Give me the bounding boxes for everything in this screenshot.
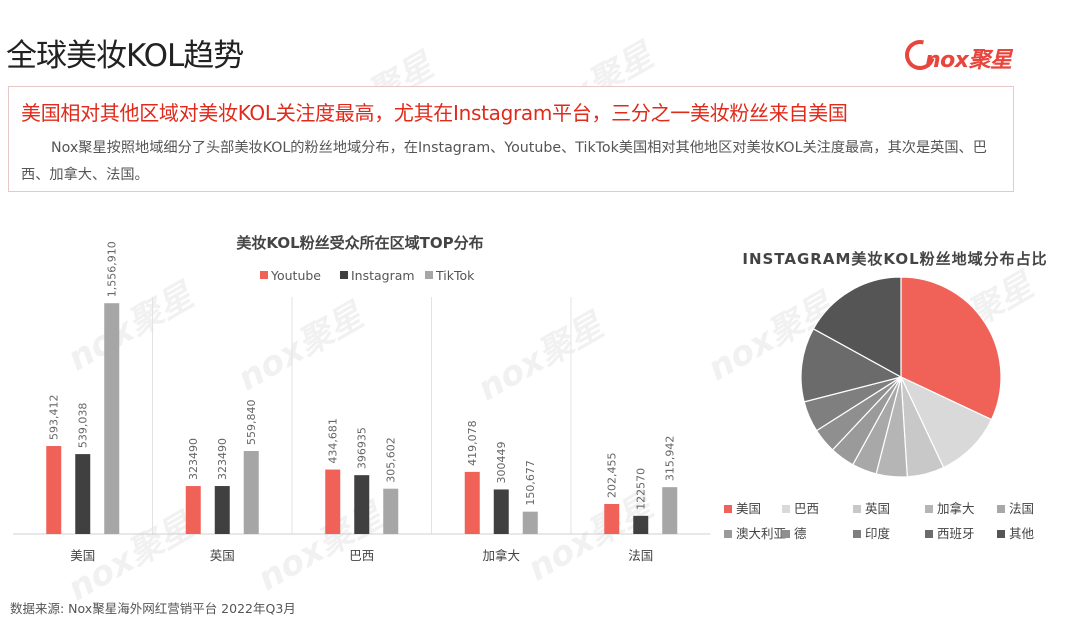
legend-swatch-tiktok — [425, 271, 433, 279]
pie-legend-swatch — [997, 505, 1005, 513]
pie-legend-label: 西班牙 — [937, 526, 975, 541]
bar-youtube — [604, 503, 620, 534]
category-label: 法国 — [628, 548, 653, 563]
bar-instagram — [493, 489, 509, 534]
data-label: 315,942 — [664, 436, 677, 482]
pie-legend-label: 法国 — [1009, 501, 1034, 516]
bar-youtube — [46, 446, 62, 534]
data-label: 539,038 — [77, 403, 90, 449]
pie-chart: INSTAGRAM美妆KOL粉丝地域分布占比美国 巴西 英国 加拿大 法国澳大利亚德 印度… — [724, 250, 1047, 541]
legend-swatch-instagram — [340, 271, 348, 279]
bar-youtube — [185, 486, 201, 534]
bar-chart-title: 美妆KOL粉丝受众所在区域TOP分布 — [236, 234, 483, 252]
info-box: 美国相对其他区域对美妆KOL关注度最高，尤其在Instagram平台，三分之一美… — [8, 86, 1014, 192]
legend-label-youtube: Youtube — [270, 268, 321, 283]
category-label: 英国 — [210, 548, 235, 563]
category-label: 巴西 — [349, 548, 374, 563]
data-label: 323490 — [187, 438, 200, 480]
pie-legend-swatch — [724, 530, 732, 538]
logo-text: nox聚星 — [925, 48, 1012, 73]
pie-legend-label: 德 — [794, 526, 807, 541]
data-label: 419,078 — [466, 420, 479, 466]
pie-legend-label: 其他 — [1009, 526, 1035, 541]
pie-slice — [800, 328, 903, 403]
headline: 美国相对其他区域对美妆KOL关注度最高，尤其在Instagram平台，三分之一美… — [21, 101, 848, 125]
bar-instagram — [75, 454, 91, 534]
data-label: 300449 — [495, 441, 508, 483]
bar-youtube — [464, 471, 480, 534]
legend-swatch-youtube — [260, 271, 268, 279]
page-title: 全球美妆KOL趋势 — [6, 38, 244, 74]
pie-legend-swatch — [925, 530, 933, 538]
legend-label-instagram: Instagram — [351, 268, 415, 283]
pie-slice — [812, 276, 902, 379]
data-label: 434,681 — [327, 418, 340, 464]
category-label: 美国 — [70, 548, 95, 563]
pie-legend-label: 美国 — [736, 501, 761, 516]
data-label: 593,412 — [48, 395, 61, 441]
pie-slice — [899, 375, 993, 469]
bar-tiktok — [383, 488, 399, 534]
bar-tiktok — [662, 487, 678, 534]
bar-instagram — [633, 515, 649, 534]
bar-instagram — [354, 475, 370, 534]
pie-legend-label: 印度 — [865, 526, 891, 541]
bar-tiktok — [104, 303, 120, 534]
brand-logo: nox聚星 — [899, 34, 1025, 76]
source-note: 数据来源: Nox聚星海外网红营销平台 2022年Q3月 — [10, 601, 296, 616]
bar-chart: 美妆KOL粉丝受众所在区域TOP分布 Youtube Instagram TikTok… — [13, 234, 711, 563]
category-label: 加拿大 — [482, 548, 520, 563]
bar-tiktok — [522, 511, 538, 534]
data-label: 396935 — [356, 427, 369, 469]
pie-legend-label: 澳大利亚 — [736, 526, 786, 541]
description: Nox聚星按照地域细分了头部美妆KOL的粉丝地域分布，在Instagram、Yo… — [21, 140, 987, 183]
pie-legend-swatch — [853, 530, 861, 538]
bar-tiktok — [243, 451, 259, 534]
pie-legend-swatch — [782, 530, 790, 538]
pie-slice — [900, 276, 1002, 421]
data-label: 202,455 — [606, 452, 619, 498]
bar-instagram — [214, 486, 230, 534]
pie-legend-label: 加拿大 — [937, 501, 975, 516]
pie-legend-swatch — [724, 505, 732, 513]
data-label: 122570 — [635, 468, 648, 510]
legend-label-tiktok: TikTok — [435, 268, 475, 283]
data-label: 305,602 — [385, 437, 398, 483]
pie-legend-swatch — [782, 505, 790, 513]
data-label: 323490 — [216, 438, 229, 480]
pie-legend-swatch — [925, 505, 933, 513]
pie-chart-title: INSTAGRAM美妆KOL粉丝地域分布占比 — [742, 250, 1047, 268]
pie-legend-label: 英国 — [865, 501, 890, 516]
pie-legend-swatch — [853, 505, 861, 513]
bar-youtube — [325, 469, 341, 534]
pie-legend-label: 巴西 — [794, 501, 819, 516]
data-label: 150,677 — [524, 460, 537, 506]
pie-legend-swatch — [997, 530, 1005, 538]
data-label: 559,840 — [245, 400, 258, 446]
data-label: 1,556,910 — [106, 241, 119, 297]
